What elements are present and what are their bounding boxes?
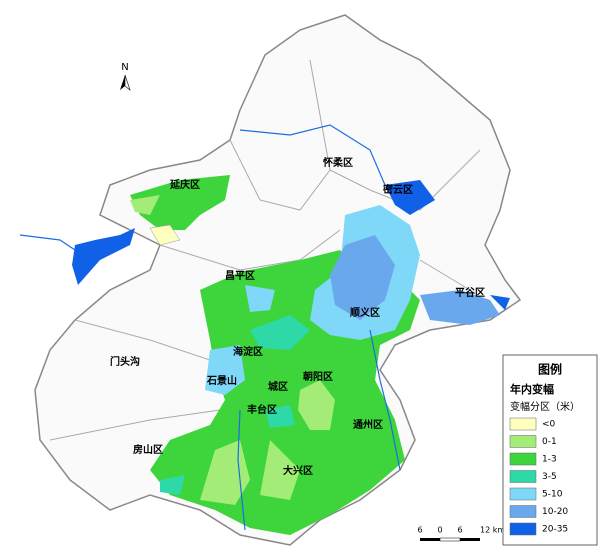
scale-bar: 6 0 6 12 km [417,526,505,542]
legend-swatch [509,452,537,466]
legend-label: 5-10 [542,490,563,500]
rivers [19,124,401,531]
district-label: 怀柔区 [323,156,353,169]
district-label: 丰台区 [247,403,277,416]
district-label: 门头沟 [110,355,140,368]
legend-title: 图例 [538,362,562,377]
district-label: 城区 [268,380,288,393]
legend-label: 1-3 [542,455,557,465]
district-label: 延庆区 [169,178,200,191]
legend-swatch [509,435,537,448]
zone-lt0 [149,224,181,246]
legend-swatch [509,487,537,501]
scale-label: 6 [457,526,462,535]
district-label: 通州区 [353,419,383,431]
zone-1-3-yanqing [130,175,230,230]
zone-0-1 [200,380,335,505]
district-label: 房山区 [133,443,163,456]
district-label: 石景山 [206,374,237,387]
legend: 图例 年内变幅 变幅分区（米） <0 0-1 1-3 3-5 5-10 10-20 20-3… [502,354,598,546]
district-label: 海淀区 [233,345,263,358]
north-label: N [121,62,128,73]
scale-label: 6 [417,526,422,535]
legend-subtitle: 年内变幅 [510,382,554,396]
legend-swatch [509,470,537,483]
legend-swatch [509,505,537,518]
north-arrow: N [120,62,131,91]
district-label: 昌平区 [225,270,255,282]
zone-0-1-yanqing [130,195,160,215]
legend-label: 3-5 [542,472,557,482]
scale-label: 0 [437,526,442,535]
legend-label: <0 [542,420,556,430]
zone-3-5 [160,315,310,495]
district-label: 大兴区 [283,464,313,477]
district-label: 朝阳区 [303,370,333,383]
district-label: 密云区 [383,183,413,196]
zone-10-20 [330,235,500,325]
scale-label: 12 km [480,526,505,535]
legend-unit: 变幅分区（米） [510,400,580,413]
legend-label: 20-35 [542,525,568,535]
legend-swatch [509,522,537,536]
legend-label: 0-1 [542,437,557,447]
district-label: 平谷区 [455,286,485,299]
district-label: 顺义区 [350,306,380,319]
legend-swatch [509,417,537,431]
legend-label: 10-20 [542,507,568,517]
